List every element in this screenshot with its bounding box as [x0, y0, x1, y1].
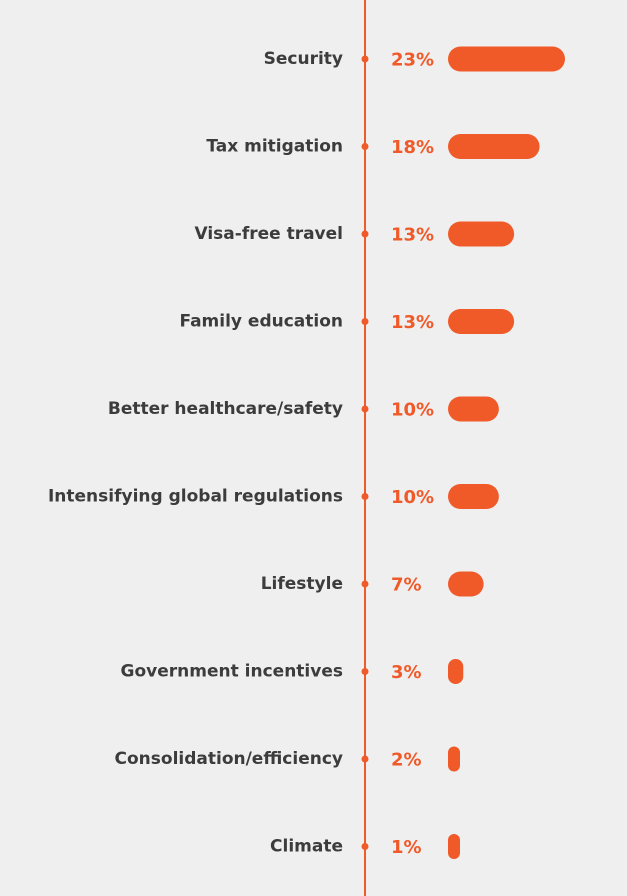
bar [448, 484, 499, 509]
value-label: 3% [391, 662, 422, 683]
category-label: Visa-free travel [194, 224, 343, 244]
category-label: Intensifying global regulations [48, 487, 343, 507]
chart-row: Climate 1% [270, 834, 460, 859]
bar [448, 309, 515, 334]
axis-dot [361, 143, 369, 150]
chart-row: Government incentives 3% [121, 659, 464, 684]
chart-row: Lifestyle 7% [261, 571, 484, 597]
bar [448, 134, 540, 159]
chart-rows: Security 23% Tax mitigation 18% Visa-free tr… [48, 46, 565, 859]
value-label: 23% [391, 50, 434, 71]
axis-dot [361, 405, 369, 413]
chart-row: Visa-free travel 13% [194, 221, 515, 247]
value-label: 10% [391, 487, 434, 508]
bar [448, 396, 499, 422]
value-label: 18% [391, 137, 434, 158]
category-label: Government incentives [121, 662, 343, 682]
bar [448, 46, 565, 72]
category-label: Security [264, 49, 343, 69]
bar [448, 834, 460, 859]
chart-row: Consolidation/efficiency 2% [115, 746, 460, 772]
bar [448, 659, 464, 684]
bar [448, 571, 484, 597]
axis-dot [361, 318, 369, 325]
category-label: Better healthcare/safety [108, 399, 343, 419]
category-label: Tax mitigation [206, 137, 343, 157]
category-label: Consolidation/efficiency [115, 749, 343, 769]
value-label: 2% [391, 750, 422, 771]
chart-row: Intensifying global regulations 10% [48, 484, 499, 509]
value-label: 7% [391, 575, 422, 596]
chart-row: Family education 13% [179, 309, 515, 334]
axis-dot [361, 755, 369, 763]
axis-dot [361, 55, 369, 63]
value-label: 13% [391, 312, 434, 333]
value-label: 13% [391, 225, 434, 246]
axis-dot [361, 843, 369, 850]
chart-row: Security 23% [264, 46, 565, 72]
axis-dot [361, 493, 369, 500]
axis-dot [361, 230, 369, 238]
axis-dot [361, 580, 369, 588]
value-label: 10% [391, 400, 434, 421]
chart-row: Better healthcare/safety 10% [108, 396, 499, 422]
value-label: 1% [391, 837, 422, 858]
chart-row: Tax mitigation 18% [206, 134, 540, 159]
category-label: Climate [270, 837, 343, 857]
axis-dot [361, 668, 369, 675]
bar [448, 221, 515, 247]
category-label: Family education [179, 312, 343, 332]
bar [448, 746, 460, 772]
category-label: Lifestyle [261, 574, 343, 594]
